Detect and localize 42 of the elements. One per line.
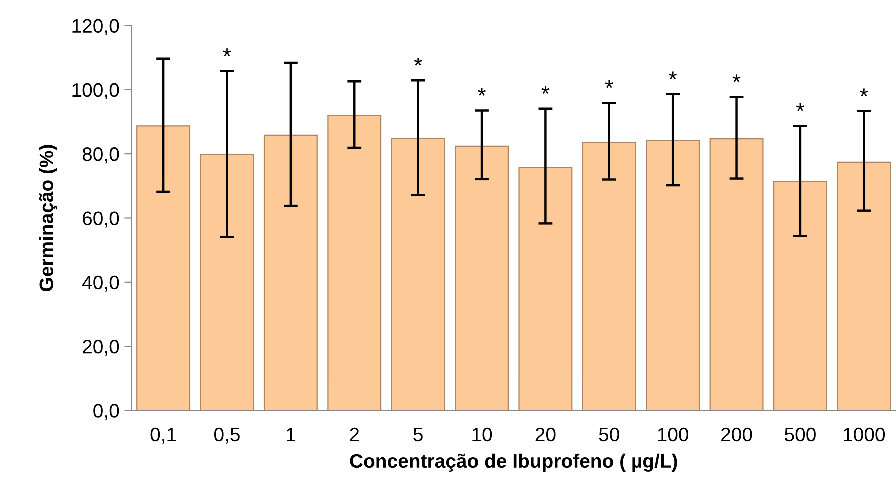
y-tick-label: 80,0 (82, 148, 120, 164)
y-tick-label: 0,0 (94, 404, 120, 420)
annotation: * (860, 88, 868, 97)
x-tick-label: 500 (785, 428, 816, 442)
x-tick-label: 0,1 (150, 428, 176, 444)
x-tick-label: 1000 (844, 428, 886, 442)
x-tick-label: 50 (599, 428, 620, 442)
x-tick-label: 2 (350, 428, 360, 442)
y-tick-label: 20,0 (83, 340, 120, 356)
annotation: * (669, 72, 678, 80)
annotation: * (796, 104, 804, 112)
bar (200, 154, 254, 411)
x-tick-label: 5 (414, 428, 423, 442)
x-tick-label: 200 (722, 428, 752, 442)
bar (646, 140, 700, 411)
x-tick-label: 20 (536, 428, 556, 442)
annotation: * (414, 58, 422, 66)
bar (773, 181, 828, 411)
bar (264, 134, 318, 411)
y-axis-title: Germinação (%) (39, 145, 58, 292)
bar (518, 167, 573, 411)
annotation: * (605, 80, 614, 88)
x-tick-label: 10 (472, 428, 492, 442)
x-tick-label: 100 (658, 428, 689, 442)
annotation: * (478, 88, 486, 96)
bar (328, 115, 382, 411)
bar (837, 162, 892, 411)
x-axis-title: Concentração de Ibuprofeno ( µg/L) (350, 454, 678, 472)
x-tick-label: 0,5 (214, 428, 240, 444)
x-tick-label: 1 (287, 428, 296, 442)
annotation: * (732, 74, 741, 82)
y-tick-label: 40,0 (82, 276, 120, 292)
annotation: * (223, 48, 232, 56)
bar (582, 142, 636, 411)
bar (455, 146, 509, 411)
annotation: * (542, 86, 550, 94)
y-tick-label: 60,0 (83, 212, 120, 228)
bar (710, 138, 764, 411)
y-tick-label: 120,0 (72, 19, 120, 36)
y-tick-label: 100,0 (72, 83, 120, 100)
bar (391, 138, 446, 411)
bar (136, 126, 191, 411)
